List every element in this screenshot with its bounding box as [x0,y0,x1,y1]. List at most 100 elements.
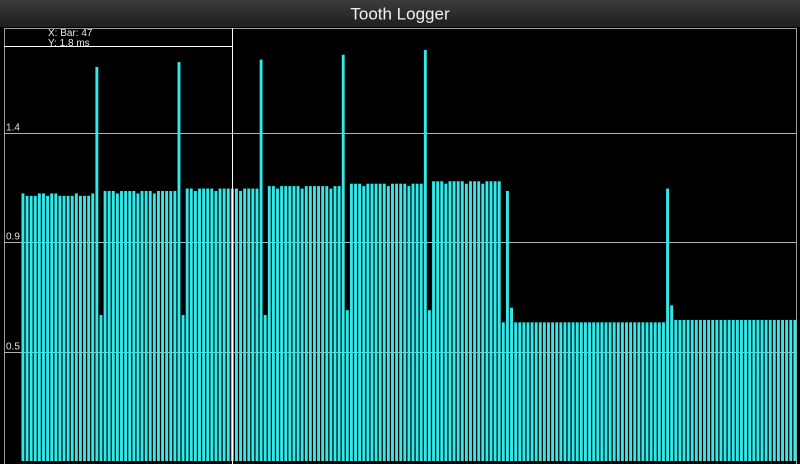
bar [99,315,103,461]
bar [70,195,74,461]
bar [366,183,370,461]
bar [128,190,132,461]
bar [87,195,91,461]
bar [579,322,583,461]
y-tick-label: 0.5 [6,342,20,353]
bar [313,186,316,461]
bar [255,188,259,461]
bar [678,319,682,461]
bar [411,183,415,461]
bar [563,322,567,461]
bar [674,319,678,461]
bar [239,190,243,461]
bar [764,319,768,461]
bar [645,322,649,461]
bar [793,319,797,461]
bar [666,188,670,461]
bar [752,319,756,461]
bar [744,319,748,461]
bar [608,322,612,461]
bar [304,186,308,461]
bar [567,322,571,461]
bar [715,319,719,461]
title-bar [0,0,800,27]
bar [657,322,661,461]
bar [641,322,645,461]
chart-title: Tooth Logger [350,4,450,23]
bar [103,190,107,461]
plot-border [4,28,797,464]
bar [510,307,513,461]
bar [436,181,440,461]
bar [703,319,706,461]
cursor-x-label: X: Bar: 47 [48,28,93,39]
bar [189,188,193,461]
bar [538,322,542,461]
bar [325,186,329,461]
bar [731,319,735,461]
bar [448,181,452,461]
bar [251,188,255,461]
bar [604,322,608,461]
bar [198,188,201,461]
bar [243,188,247,461]
bar [115,193,119,462]
bar [432,181,435,461]
bar [218,188,222,461]
bar [29,195,33,461]
bar [748,319,752,461]
bar [181,315,185,461]
bar [50,193,54,462]
bar [497,181,501,461]
bar [136,193,140,462]
bar [625,322,628,461]
bar [358,183,362,461]
bar [83,195,86,461]
bar [485,181,489,461]
bar [723,319,727,461]
bar [419,183,423,461]
bar [391,183,394,461]
bar [206,188,210,461]
bar [132,190,136,461]
bar [649,322,653,461]
bar [74,193,78,462]
bar [107,190,111,461]
bar [185,188,189,461]
bar [62,195,66,461]
bar [440,181,444,461]
bar [317,186,321,461]
bar [633,322,637,461]
bar [444,183,448,461]
bar [222,188,226,461]
bar [226,188,230,461]
bar [735,319,739,461]
bar [629,322,633,461]
bar [514,322,518,461]
bar [58,195,62,461]
bar [161,190,165,461]
bar [33,195,37,461]
bar [772,319,776,461]
bar [329,188,333,461]
bar [452,181,456,461]
bar [534,322,538,461]
bar [407,186,411,461]
y-tick-label: 0.9 [6,232,20,243]
bar [321,186,325,461]
bar [300,188,304,461]
bar [637,322,641,461]
bar [120,190,123,461]
bar [91,193,95,462]
bar [140,190,144,461]
bar [768,319,772,461]
bar [37,193,41,462]
bar [477,181,481,461]
bar [288,186,292,461]
bar [337,186,341,461]
bar [415,183,419,461]
bar [620,322,624,461]
cursor-y-label: Y: 1.8 ms [48,38,90,49]
bar [616,322,620,461]
bar [210,188,214,461]
